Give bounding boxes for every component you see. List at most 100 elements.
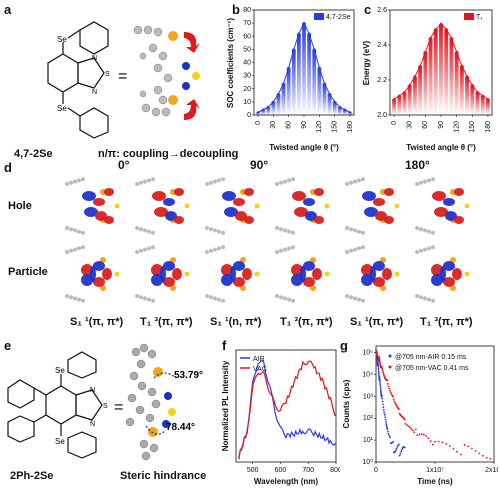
state-label-1: S₁ ¹(π, π*) (70, 316, 124, 328)
chart-b-soc: 4,7-2Se 0 30 60 90 120 150 180 0 10 20 30 40 50 60 70 8… (226, 7, 355, 152)
g-point-1 (393, 400, 396, 403)
se-label-bottom: Se (57, 104, 67, 113)
g-point-0 (377, 368, 380, 371)
g-point-1 (404, 423, 407, 425)
c-bar (449, 38, 454, 115)
c-xtick: 150 (469, 121, 476, 133)
g-point-1 (413, 431, 416, 434)
g-point-0 (399, 452, 402, 455)
g-point-1 (389, 389, 391, 392)
g-point-1 (445, 443, 447, 445)
panel-label-f: f (222, 338, 227, 353)
c-bar (485, 99, 490, 115)
g-point-1 (390, 393, 393, 395)
c-bar (439, 24, 443, 115)
b-bar (256, 112, 260, 115)
c-point (403, 91, 406, 94)
c-point (455, 50, 458, 54)
b-ytick: 50 (243, 46, 251, 53)
state-label-2: T₁ ³(π, π*) (140, 316, 193, 328)
g-point-0 (377, 372, 380, 375)
g-point-0 (380, 390, 382, 393)
g-point-0 (398, 454, 401, 457)
g-point-1 (386, 383, 389, 385)
orbital-grid (65, 177, 470, 303)
g-point-1 (441, 441, 444, 444)
g-ytick: 10³ (363, 393, 374, 400)
b-bar (296, 33, 301, 115)
g-point-0 (398, 443, 400, 446)
b-bar (291, 49, 296, 115)
legend-swatch-b (314, 13, 324, 20)
molecule-4-7-2se (47, 21, 109, 139)
se-label-bottom-e: Se (55, 437, 65, 446)
panel-label-e: e (4, 338, 12, 353)
legend-g-vac: @705 nm-VAC 0.41 ms (395, 365, 469, 372)
ylabel-f: Normalized PL Intensity (221, 360, 230, 451)
g-point-1 (412, 429, 414, 432)
c-point (481, 94, 484, 97)
panel-label-g: g (340, 338, 348, 353)
chart-g-decay: @705 nm-AIR 0.15 ms @705 nm-VAC 0.41 ms … (342, 345, 498, 486)
g-point-0 (385, 421, 387, 424)
g-point-1 (382, 371, 385, 374)
c-ytick: 2.0 (377, 112, 387, 119)
f-xtick: 600 (275, 467, 287, 474)
b-xtick: 150 (332, 121, 339, 133)
panel-label-a: a (4, 2, 12, 17)
g-point-1 (452, 447, 455, 450)
s-label: S (105, 71, 110, 78)
g-point-1 (414, 428, 417, 431)
g-ytick: 10⁴ (362, 371, 373, 378)
g-point-0 (379, 387, 382, 389)
c-bar (402, 92, 407, 115)
b-bar (266, 107, 271, 115)
b-ytick: 0 (247, 112, 251, 119)
b-point (338, 105, 341, 109)
molecule-2ph-2se (7, 351, 103, 459)
g-point-1 (434, 440, 436, 443)
c-bar (454, 52, 459, 115)
panel-label-d: d (4, 160, 12, 175)
b-ytick: 10 (243, 99, 251, 106)
series-air (238, 359, 337, 460)
g-point-0 (382, 409, 385, 411)
c-bar (407, 85, 412, 115)
xlabel-c: Twisted angle θ (°) (406, 143, 476, 152)
g-point-0 (377, 364, 379, 366)
f-xtick: 800 (330, 467, 340, 474)
g-point-0 (384, 418, 387, 421)
equals-sign-e: = (114, 399, 123, 416)
b-xtick: 90 (301, 121, 308, 129)
g-point-1 (410, 428, 413, 430)
g-point-1 (406, 424, 408, 426)
orbital-particle-2 (135, 245, 190, 303)
se-label-top: Se (57, 35, 67, 44)
g-point-0 (379, 379, 381, 382)
g-point-0 (386, 428, 389, 431)
g-point-0 (388, 434, 391, 437)
legend-text-c: T₁ (476, 14, 483, 21)
g-point-1 (420, 433, 423, 436)
b-point (277, 92, 280, 96)
panel-a-structures: Se Se N S N = (47, 21, 200, 139)
g-point-1 (418, 433, 421, 436)
f-xtick: 500 (247, 467, 259, 474)
legend-g-air: @705 nm-AIR 0.15 ms (395, 354, 467, 361)
coupling-caption: n/π: coupling→decoupling (98, 148, 239, 160)
g-point-1 (388, 387, 391, 390)
b-bar (348, 112, 352, 115)
b-bar (302, 23, 306, 115)
c-point (434, 28, 437, 31)
b-bar (317, 67, 322, 115)
g-point-1 (387, 385, 390, 388)
series-vac (238, 360, 337, 459)
chart-f-pl: AIR VAC 500 600 700 800 Wavelength (nm) Nor… (221, 349, 340, 486)
b-bar (261, 109, 266, 115)
g-point-0 (377, 370, 380, 373)
c-point (471, 84, 474, 87)
b-point (256, 111, 260, 114)
ylabel-b: SOC coefficients (cm⁻¹) (226, 18, 235, 108)
g-point-0 (382, 406, 385, 409)
b-point (272, 100, 275, 104)
